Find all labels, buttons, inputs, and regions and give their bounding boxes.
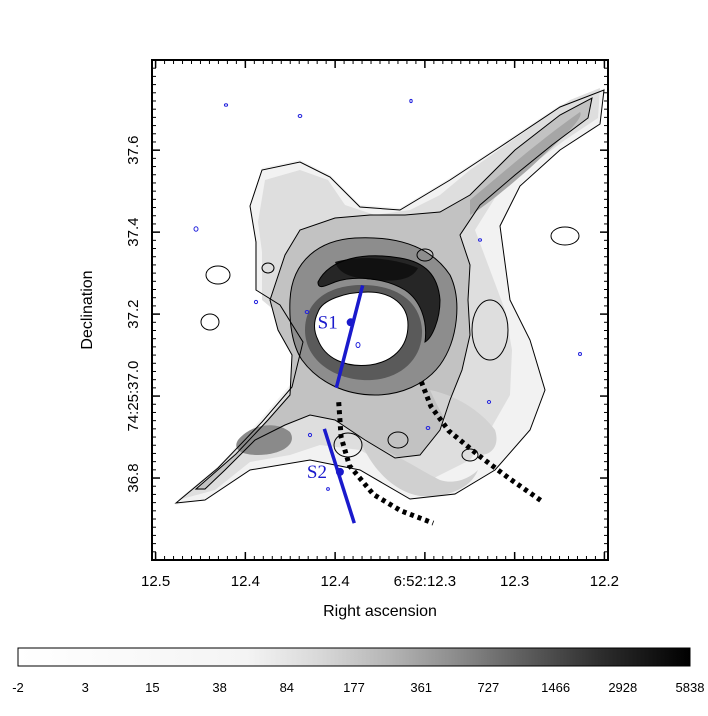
x-tick-labels: 12.5 12.4 12.4 6:52:12.3 12.3 12.2 xyxy=(141,573,619,590)
colorbar-labels: -2 3 15 38 84 177 361 727 1466 2928 5838 xyxy=(12,680,704,695)
x-tick-label: 12.4 xyxy=(321,573,350,590)
slit-label: S1 xyxy=(318,312,338,333)
x-tick-label: 12.3 xyxy=(500,573,529,590)
colorbar-tick-label: 84 xyxy=(280,680,294,695)
slit-center-marker xyxy=(335,467,344,476)
colorbar-tick-label: 361 xyxy=(410,680,432,695)
slit-line xyxy=(322,428,356,524)
slit-center-marker xyxy=(346,318,355,327)
dotted-arcs xyxy=(336,380,543,526)
colorbar-tick-label: 5838 xyxy=(676,680,705,695)
x-tick-label: 12.2 xyxy=(590,573,619,590)
y-tick-labels: 36.8 74:25:37.0 37.2 37.4 37.6 xyxy=(125,136,142,493)
slits: S1 S2 xyxy=(307,284,365,524)
colorbar-tick-label: 727 xyxy=(478,680,500,695)
dotted-arc xyxy=(336,402,435,526)
black-contours xyxy=(174,89,605,504)
colorbar-tick-label: 177 xyxy=(343,680,365,695)
y-tick-label: 37.2 xyxy=(125,299,142,328)
x-tick-label: 12.4 xyxy=(231,573,260,590)
y-tick-label: 37.4 xyxy=(125,218,142,247)
x-tick-label: 12.5 xyxy=(141,573,170,590)
x-axis-title: Right ascension xyxy=(323,603,437,620)
y-tick-label: 36.8 xyxy=(125,463,142,492)
y-axis-title: Declination xyxy=(79,270,96,349)
colorbar-tick-label: 15 xyxy=(145,680,159,695)
blue-contours xyxy=(193,98,582,491)
slit-label: S2 xyxy=(307,462,327,483)
dotted-arc xyxy=(418,380,543,503)
x-tick-label: 6:52:12.3 xyxy=(394,573,457,590)
y-tick-label: 37.6 xyxy=(125,136,142,165)
colorbar-tick-label: 38 xyxy=(212,680,226,695)
colorbar-tick-label: 1466 xyxy=(541,680,570,695)
y-tick-label: 74:25:37.0 xyxy=(125,361,142,432)
colorbar-tick-label: 2928 xyxy=(608,680,637,695)
colorbar-tick-label: -2 xyxy=(12,680,24,695)
nebula-image xyxy=(175,88,605,505)
colorbar xyxy=(17,647,691,667)
axis-ticks xyxy=(152,60,608,561)
colorbar-tick-label: 3 xyxy=(82,680,89,695)
slit-line xyxy=(334,284,365,389)
